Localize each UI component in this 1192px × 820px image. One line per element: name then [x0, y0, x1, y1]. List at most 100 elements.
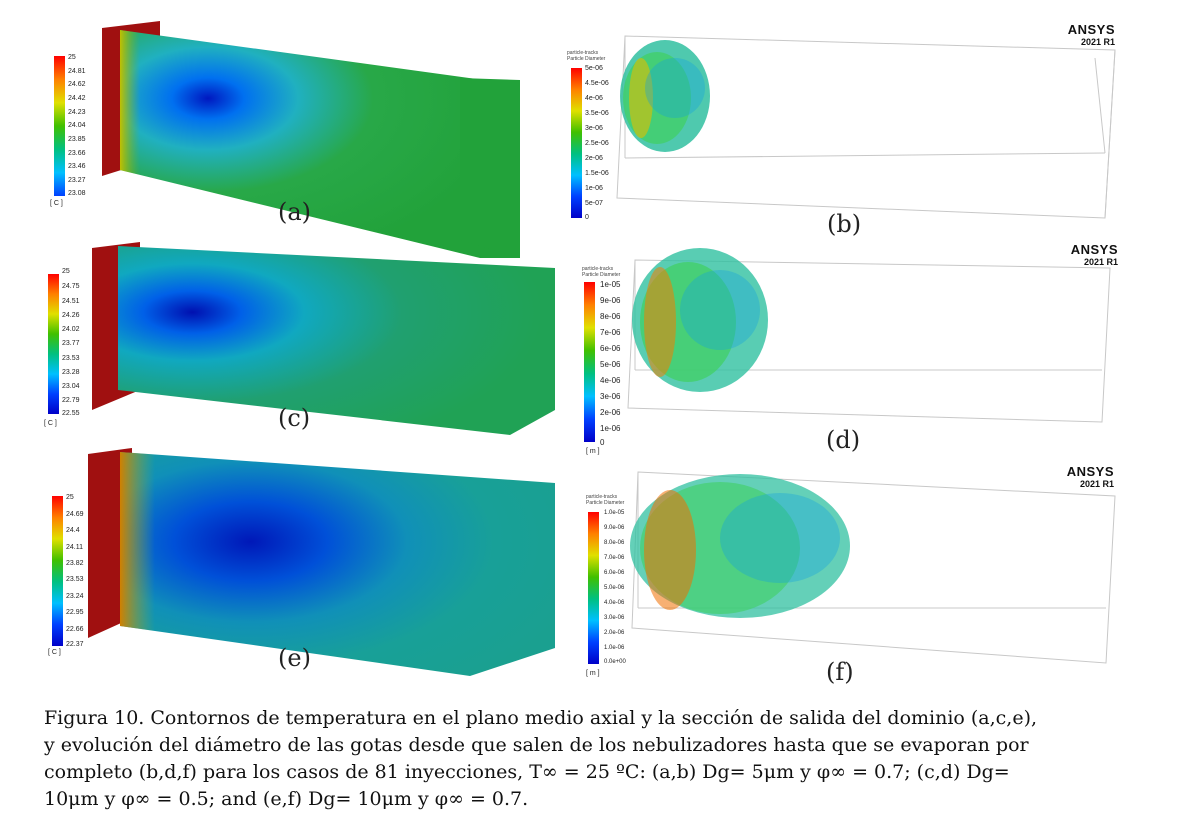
tick-e-2: 24.4 [66, 527, 80, 534]
legend-title-f: particle-tracks Particle Diameter [586, 494, 625, 506]
brand-d: ANSYS [1070, 242, 1118, 257]
tick-d-0: 1e-05 [600, 280, 621, 289]
tick-d-2: 8e-06 [600, 312, 621, 321]
tick-e-6: 23.24 [66, 593, 84, 600]
unit-c: [ C ] [44, 420, 57, 427]
panel-label-a: (a) [278, 198, 312, 226]
tick-c-5: 23.77 [62, 340, 80, 347]
panel-d: ANSYS 2021 R1 particle-tracks Particle D… [580, 240, 1140, 460]
tick-d-8: 2e-06 [600, 408, 621, 417]
tick-e-3: 24.11 [66, 544, 83, 551]
unit-e: [ C ] [48, 649, 61, 656]
tick-e-1: 24.69 [66, 511, 84, 518]
ansys-logo-d: ANSYS 2021 R1 [1070, 242, 1118, 268]
tick-a-10: 23.08 [68, 190, 86, 197]
tick-f-0: 1.0e-05 [604, 510, 625, 516]
legend-title-b: particle-tracks Particle Diameter [567, 50, 606, 62]
panel-f: ANSYS 2021 R1 particle-tracks Particle D… [580, 458, 1140, 688]
legend-title-d: particle-tracks Particle Diameter [582, 266, 621, 278]
tick-f-4: 6.0e-06 [604, 570, 625, 576]
colorbar-e [52, 496, 63, 646]
tick-f-6: 4.0e-06 [604, 600, 625, 606]
tick-d-9: 1e-06 [600, 424, 621, 433]
contour-c [92, 242, 555, 435]
tick-a-4: 24.23 [68, 109, 86, 116]
tick-b-5: 2.5e-06 [585, 140, 609, 147]
tick-f-3: 7.0e-06 [604, 555, 625, 561]
panel-label-c: (c) [278, 404, 311, 432]
tick-b-3: 3.5e-06 [585, 110, 609, 117]
tick-c-1: 24.75 [62, 283, 80, 290]
tick-f-7: 3.0e-06 [604, 615, 625, 621]
tick-c-6: 23.53 [62, 355, 80, 362]
tick-c-3: 24.26 [62, 312, 80, 319]
contour-a [102, 21, 520, 258]
tick-a-2: 24.62 [68, 81, 86, 88]
tick-d-5: 5e-06 [600, 360, 621, 369]
tick-a-9: 23.27 [68, 177, 86, 184]
tick-d-10: 0 [600, 438, 605, 447]
tracks-f [630, 471, 1116, 664]
tick-a-0: 25 [68, 54, 76, 61]
panel-label-e: (e) [278, 644, 311, 672]
ansys-logo-f: ANSYS 2021 R1 [1067, 465, 1114, 490]
tick-d-6: 4e-06 [600, 376, 621, 385]
contour-e [88, 448, 555, 676]
figure-caption: Figura 10. Contornos de temperatura en e… [44, 705, 1152, 813]
tick-e-4: 23.82 [66, 560, 84, 567]
panel-label-d: (d) [826, 426, 861, 454]
tick-a-8: 23.46 [68, 163, 86, 170]
colorbar-d [584, 282, 595, 442]
tick-c-8: 23.04 [62, 383, 80, 390]
ansys-logo-b: ANSYS 2021 R1 [1067, 22, 1115, 48]
panel-label-f: (f) [826, 658, 854, 686]
colorbar-b [571, 68, 582, 218]
tick-f-1: 9.0e-06 [604, 525, 625, 531]
tick-c-4: 24.02 [62, 326, 80, 333]
colorbar-f [588, 512, 599, 664]
unit-f: [ m ] [586, 670, 600, 677]
tick-f-10: 0.0e+00 [604, 659, 626, 665]
tick-a-6: 23.85 [68, 136, 86, 143]
tracks-b [616, 35, 1116, 219]
tick-f-5: 5.0e-06 [604, 585, 625, 591]
tick-c-10: 22.55 [62, 410, 80, 417]
tick-e-8: 22.66 [66, 626, 84, 633]
tick-e-0: 25 [66, 494, 74, 501]
tick-a-1: 24.81 [68, 68, 86, 75]
tick-e-9: 22.37 [66, 641, 84, 648]
tick-c-9: 22.79 [62, 397, 80, 404]
tick-c-0: 25 [62, 268, 70, 275]
tick-f-8: 2.0e-06 [604, 630, 625, 636]
tick-a-5: 24.04 [68, 122, 86, 129]
tick-b-7: 1.5e-06 [585, 170, 609, 177]
colorbar-a [54, 56, 65, 196]
tick-b-0: 5e-06 [585, 65, 603, 72]
tick-b-9: 5e-07 [585, 200, 603, 207]
tick-b-4: 3e-06 [585, 125, 603, 132]
caption-line-3: completo (b,d,f) para los casos de 81 in… [44, 761, 1010, 783]
tick-f-2: 8.0e-06 [604, 540, 625, 546]
unit-d: [ m ] [586, 448, 600, 455]
version-b: 2021 R1 [1080, 37, 1115, 47]
version-d: 2021 R1 [1083, 257, 1118, 267]
brand-b: ANSYS [1067, 22, 1115, 37]
tick-a-3: 24.42 [68, 95, 86, 102]
tick-d-3: 7e-06 [600, 328, 621, 337]
tick-e-5: 23.53 [66, 576, 84, 583]
tick-d-1: 9e-06 [600, 296, 621, 305]
tick-d-4: 6e-06 [600, 344, 621, 353]
panel-label-b: (b) [827, 210, 862, 238]
tick-a-7: 23.66 [68, 150, 86, 157]
panel-c: 25 24.75 24.51 24.26 24.02 23.77 23.53 2… [40, 240, 560, 440]
tick-b-10: 0 [585, 214, 589, 221]
caption-line-2: y evolución del diámetro de las gotas de… [44, 734, 1029, 756]
tracks-d [627, 248, 1111, 423]
panel-e: 25 24.69 24.4 24.11 23.82 23.53 23.24 22… [40, 448, 560, 683]
tick-e-7: 22.95 [66, 609, 84, 616]
caption-line-4: 10μm y φ∞ = 0.5; and (e,f) Dg= 10μm y φ∞… [44, 788, 529, 810]
tick-c-2: 24.51 [62, 298, 80, 305]
unit-a: [ C ] [50, 200, 63, 207]
tick-f-9: 1.0e-06 [604, 645, 625, 651]
panel-b: ANSYS 2021 R1 particle-tracks Particle D… [565, 18, 1135, 243]
